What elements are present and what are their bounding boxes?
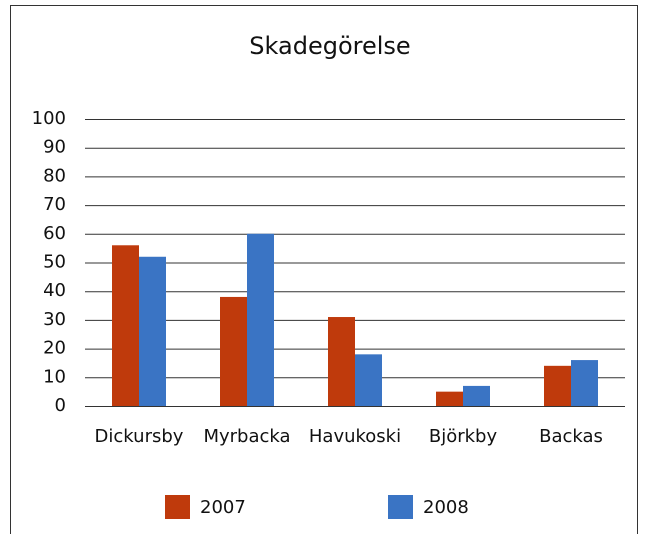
bar <box>139 256 166 406</box>
bar <box>247 233 274 406</box>
bar <box>571 360 598 406</box>
bar <box>463 385 490 406</box>
y-tick-label: 70 <box>43 194 66 215</box>
legend-swatch <box>165 495 190 519</box>
y-tick-label: 20 <box>43 338 66 359</box>
chart-title: Skadegörelse <box>249 32 410 60</box>
y-tick-label: 50 <box>43 252 66 273</box>
legend-label: 2007 <box>200 497 246 518</box>
bar <box>220 296 247 406</box>
y-tick-label: 80 <box>43 165 66 186</box>
bar <box>112 245 139 406</box>
legend-swatch <box>388 495 413 519</box>
bar <box>328 317 355 406</box>
y-tick-label: 90 <box>43 137 66 158</box>
y-tick-label: 0 <box>55 395 66 416</box>
y-tick-label: 60 <box>43 223 66 244</box>
chart-frame <box>10 5 638 534</box>
x-tick-label: Havukoski <box>309 426 401 447</box>
bar <box>355 354 382 406</box>
y-tick-label: 10 <box>43 366 66 387</box>
x-tick-label: Dickursby <box>95 426 184 447</box>
legend-label: 2008 <box>423 497 469 518</box>
x-tick-label: Myrbacka <box>203 426 290 447</box>
y-tick-label: 100 <box>32 108 66 129</box>
bar <box>544 365 571 406</box>
y-tick-label: 40 <box>43 280 66 301</box>
x-tick-label: Backas <box>539 426 603 447</box>
bar <box>436 391 463 406</box>
x-tick-label: Björkby <box>429 426 498 447</box>
y-tick-label: 30 <box>43 309 66 330</box>
